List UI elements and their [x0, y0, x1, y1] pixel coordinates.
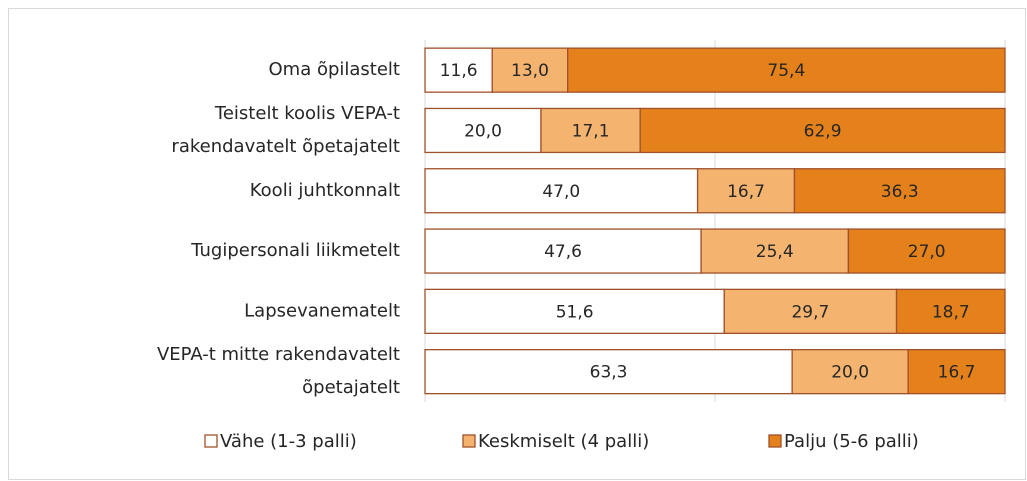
legend-swatch [204, 434, 218, 448]
category-label: õpetajatelt [302, 377, 400, 398]
value-label: 47,0 [542, 182, 580, 202]
value-label: 25,4 [756, 242, 794, 262]
legend-label: Palju (5-6 palli) [784, 431, 919, 452]
value-label: 63,3 [590, 363, 628, 383]
bar-segment [793, 168, 1006, 214]
category-label: Tugipersonali liikmetelt [190, 240, 400, 261]
bar-segment [791, 348, 909, 395]
value-label: 75,4 [767, 61, 805, 81]
legend-swatch [462, 434, 476, 448]
bar-segment [424, 47, 493, 93]
bar-segment [907, 348, 1006, 395]
category-label: Lapsevanematelt [244, 300, 400, 321]
value-label: 47,6 [544, 242, 582, 262]
bar-segment [424, 288, 725, 335]
bar-segment [424, 107, 542, 154]
value-label: 18,7 [932, 302, 970, 322]
bar-segment [491, 47, 569, 93]
bar-segment [723, 288, 898, 335]
bar-segment [424, 348, 793, 395]
category-label: rakendavatelt õpetajatelt [171, 136, 400, 157]
bar-segment [567, 47, 1006, 93]
bar-segment [639, 107, 1006, 154]
bar-segment [895, 288, 1006, 335]
category-label: VEPA-t mitte rakendavatelt [157, 344, 400, 365]
value-label: 36,3 [881, 182, 919, 202]
bar-segment [847, 228, 1006, 274]
legend-label: Keskmiselt (4 palli) [478, 431, 649, 452]
category-label: Oma õpilastelt [269, 59, 401, 80]
value-label: 51,6 [556, 302, 594, 322]
value-label: 62,9 [804, 121, 842, 141]
bar-segment [700, 228, 850, 274]
value-label: 11,6 [440, 61, 478, 81]
value-label: 20,0 [464, 121, 502, 141]
value-label: 13,0 [511, 61, 549, 81]
value-label: 16,7 [938, 363, 976, 383]
value-label: 20,0 [831, 363, 869, 383]
bar-segment [424, 228, 702, 274]
bar-segment [540, 107, 641, 154]
legend-label: Vähe (1-3 palli) [220, 431, 357, 452]
category-label: Teistelt koolis VEPA-t [214, 103, 400, 124]
legend-swatch [768, 434, 782, 448]
category-label: Kooli juhtkonnalt [250, 180, 400, 201]
bar-segment [424, 168, 699, 214]
bar-segment [696, 168, 796, 214]
value-label: 17,1 [572, 121, 610, 141]
value-label: 27,0 [908, 242, 946, 262]
value-label: 16,7 [727, 182, 765, 202]
value-label: 29,7 [791, 302, 829, 322]
